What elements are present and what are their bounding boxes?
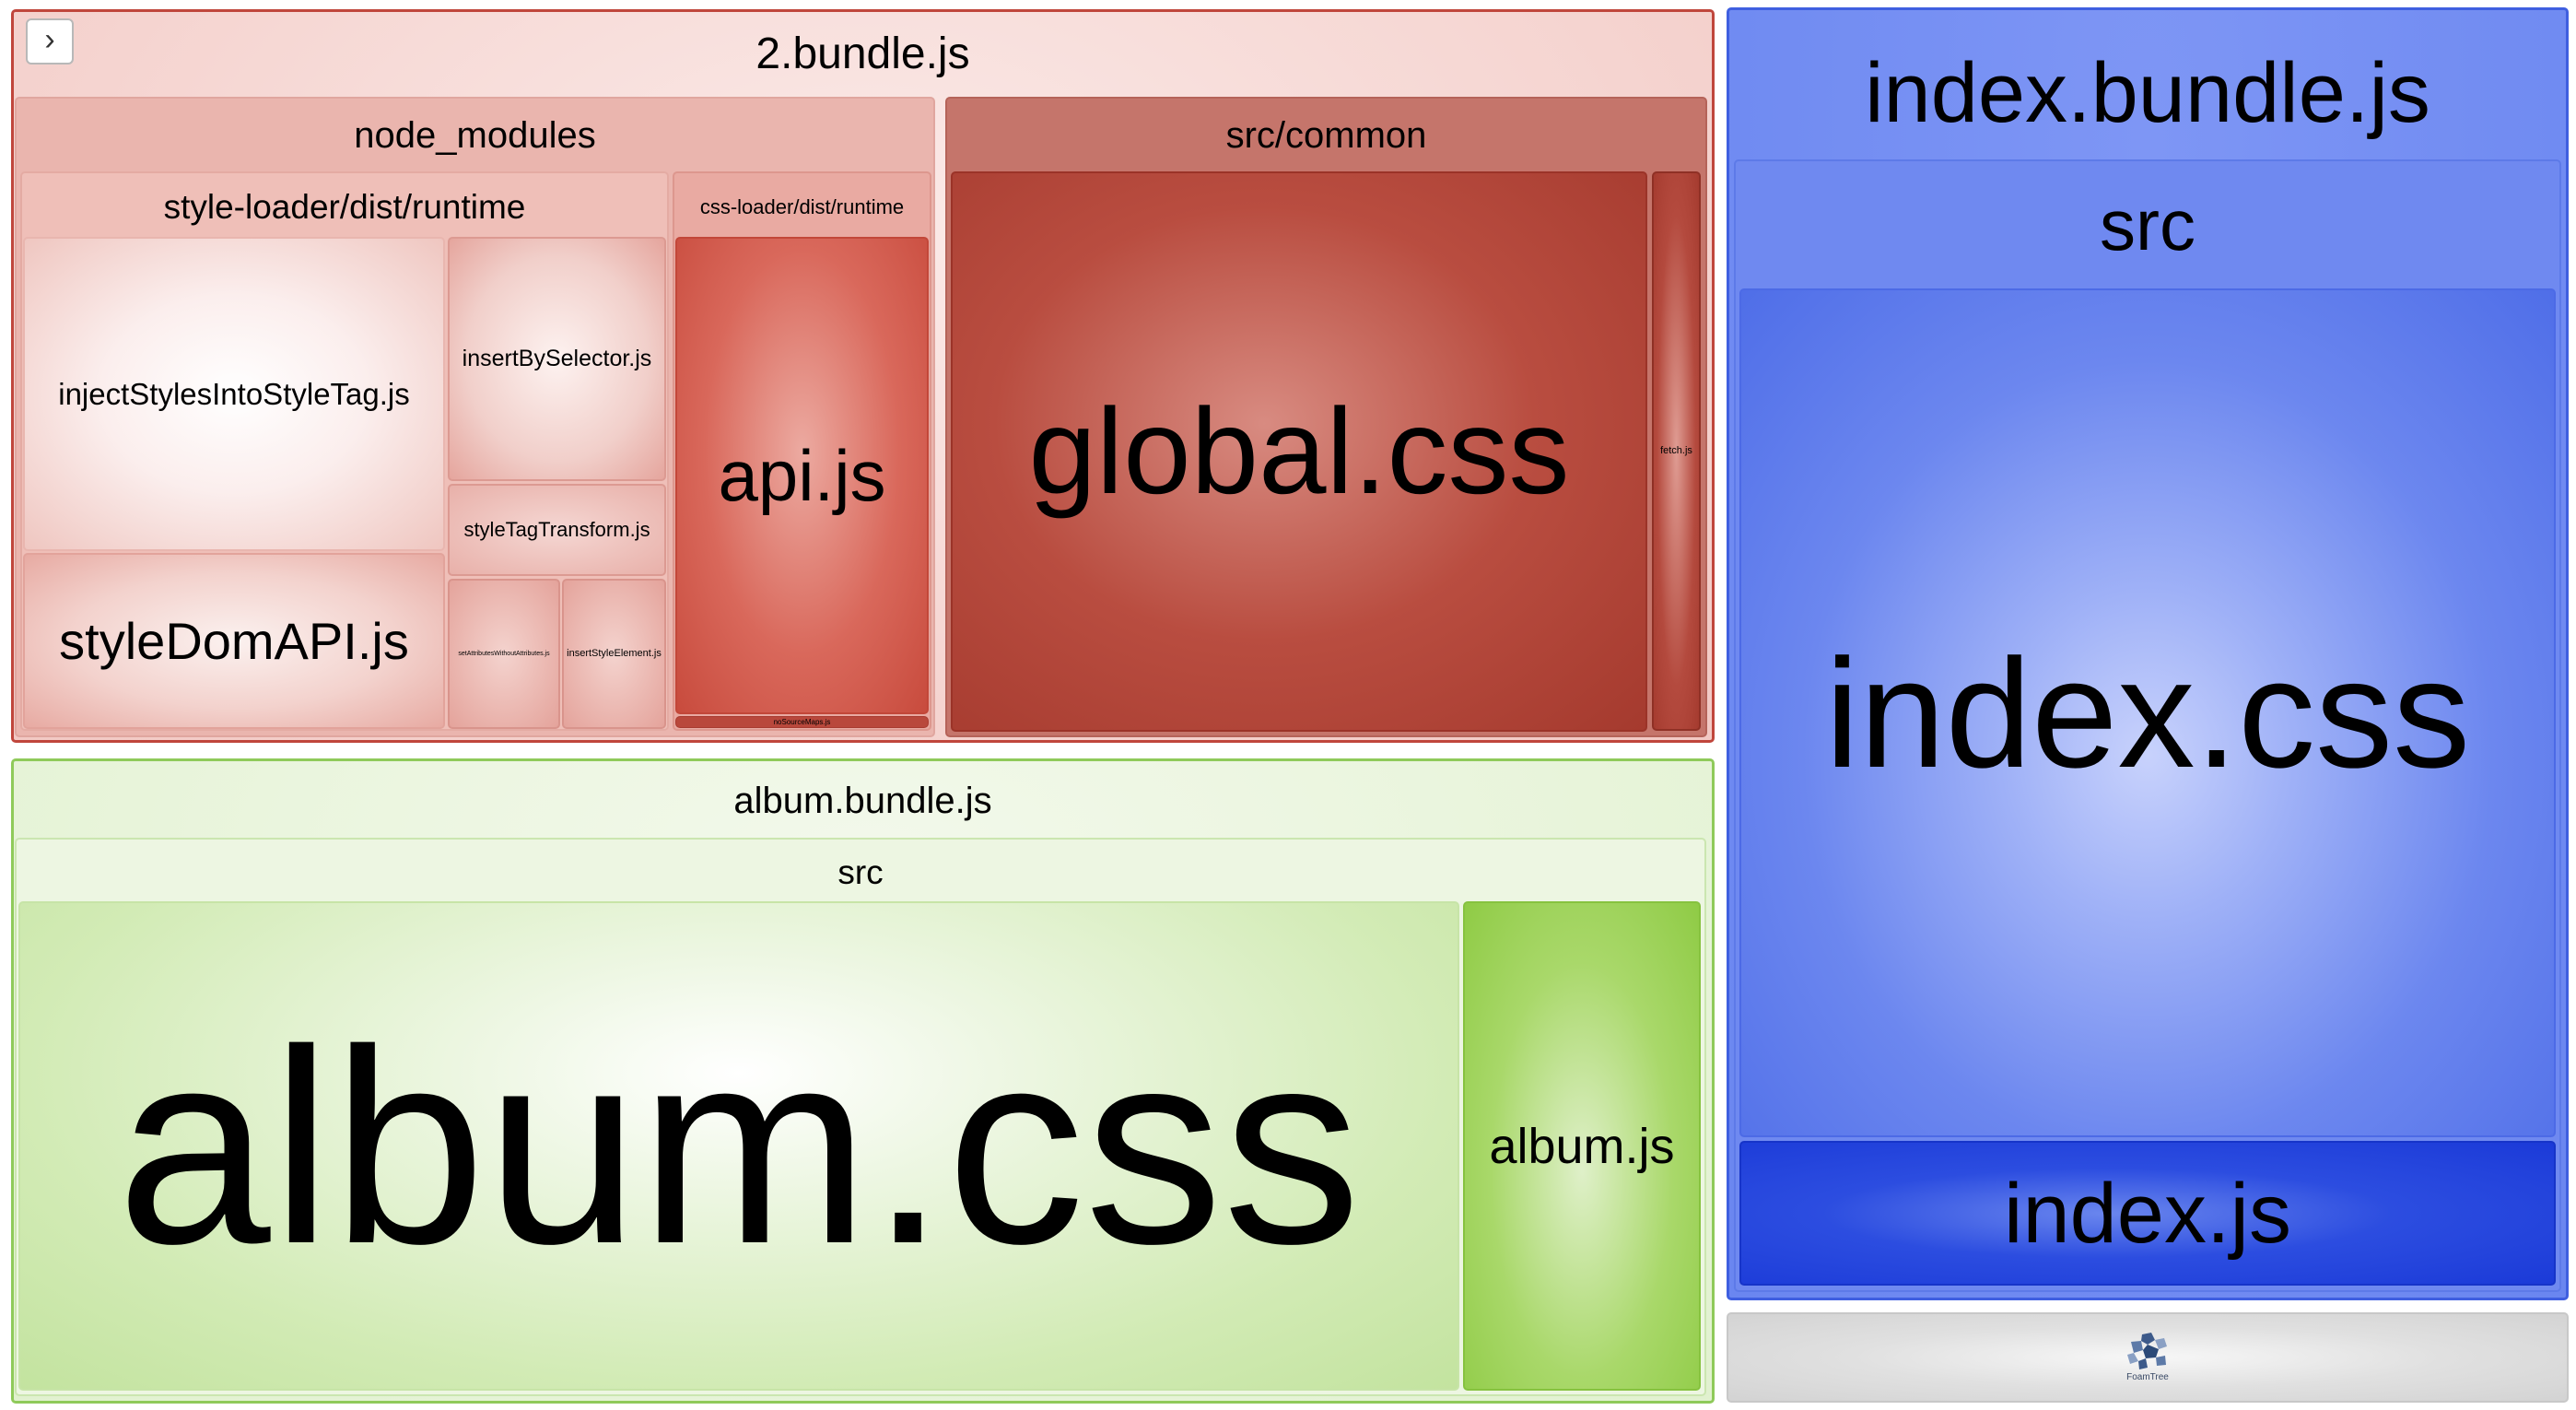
fetch-label: fetch.js — [1660, 445, 1692, 456]
album-src-title: src — [837, 853, 884, 891]
foamtree-logo-text: FoamTree — [2126, 1372, 2169, 1382]
insert-style-element-label: insertStyleElement.js — [567, 648, 662, 659]
foamtree-logo-icon — [2126, 1333, 2167, 1369]
no-source-maps-label: noSourceMaps.js — [773, 717, 831, 726]
index-src-title: src — [2100, 184, 2195, 265]
global-css-module[interactable]: global.css — [951, 171, 1647, 732]
api-module[interactable]: api.js — [675, 237, 929, 714]
index-js-label: index.js — [2004, 1166, 2291, 1261]
style-dom-api-module[interactable]: styleDomAPI.js — [23, 553, 445, 729]
src-common-title: src/common — [1225, 115, 1427, 156]
style-loader-title: style-loader/dist/runtime — [163, 188, 526, 226]
foamtree-logo: FoamTree — [2126, 1333, 2169, 1382]
index-js-module[interactable]: index.js — [1739, 1141, 2556, 1286]
set-attributes-module[interactable]: setAttributesWithoutAttributes.js — [448, 579, 560, 729]
foamtree-logo-box: FoamTree — [1727, 1312, 2569, 1403]
album-js-module[interactable]: album.js — [1463, 901, 1701, 1391]
inject-styles-label: injectStylesIntoStyleTag.js — [58, 377, 410, 411]
chevron-right-icon: › — [44, 22, 55, 57]
index-css-label: index.css — [1824, 626, 2471, 800]
node-modules-title: node_modules — [354, 115, 596, 156]
sidebar-toggle-button[interactable]: › — [26, 18, 74, 65]
style-tag-transform-module[interactable]: styleTagTransform.js — [448, 484, 666, 576]
css-loader-title: css-loader/dist/runtime — [699, 195, 905, 218]
album-js-label: album.js — [1489, 1118, 1675, 1174]
bundle-2-title: 2.bundle.js — [755, 29, 970, 78]
insert-style-element-module[interactable]: insertStyleElement.js — [562, 579, 666, 729]
style-tag-transform-label: styleTagTransform.js — [463, 518, 650, 541]
inject-styles-module[interactable]: injectStylesIntoStyleTag.js — [23, 237, 445, 551]
fetch-module[interactable]: fetch.js — [1652, 171, 1701, 731]
album-css-module[interactable]: album.css — [18, 901, 1459, 1391]
insert-by-selector-module[interactable]: insertBySelector.js — [448, 237, 666, 481]
global-css-label: global.css — [1028, 383, 1570, 519]
no-source-maps-module[interactable]: noSourceMaps.js — [675, 716, 929, 728]
set-attributes-label: setAttributesWithoutAttributes.js — [458, 651, 550, 657]
index-bundle-title: index.bundle.js — [1865, 46, 2430, 140]
insert-by-selector-label: insertBySelector.js — [462, 346, 652, 371]
index-css-module[interactable]: index.css — [1739, 288, 2556, 1137]
api-label: api.js — [718, 435, 886, 516]
album-bundle-title: album.bundle.js — [733, 781, 992, 821]
album-css-label: album.css — [116, 991, 1362, 1301]
style-dom-api-label: styleDomAPI.js — [59, 611, 409, 670]
